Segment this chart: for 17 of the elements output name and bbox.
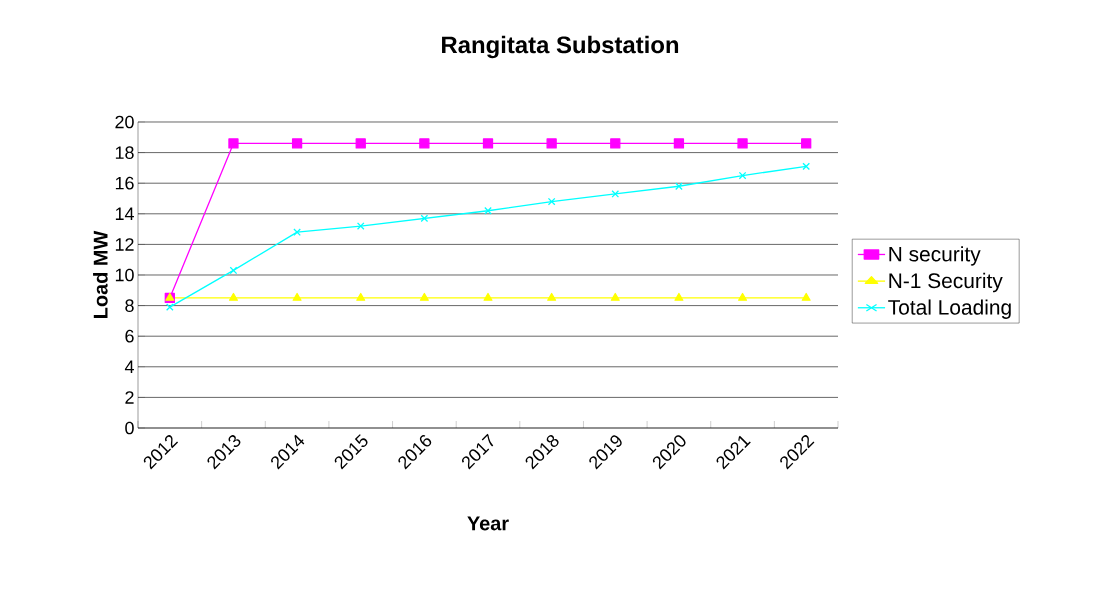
y-tick-label: 18 bbox=[115, 146, 134, 159]
y-tick-label: 4 bbox=[124, 360, 134, 373]
y-tick-label: 14 bbox=[115, 207, 134, 220]
y-tick-label: 2 bbox=[125, 391, 134, 404]
y-axis-title: Load MW bbox=[93, 230, 108, 318]
y-tick-label: 8 bbox=[125, 299, 134, 312]
legend-label: N-1 Security bbox=[889, 272, 1003, 293]
y-tick-label: 0 bbox=[125, 421, 134, 435]
y-tick-label: 12 bbox=[115, 238, 134, 251]
y-tick-label: 10 bbox=[115, 268, 134, 282]
x-axis-title: Year bbox=[467, 516, 509, 531]
y-tick-label: 16 bbox=[115, 176, 134, 190]
chart-title: Rangitata Substation bbox=[442, 35, 679, 59]
legend-label: Total Loading bbox=[888, 299, 1011, 319]
legend-label: N security bbox=[889, 246, 981, 266]
y-tick-label: 20 bbox=[115, 115, 134, 129]
y-tick-label: 6 bbox=[125, 329, 134, 343]
